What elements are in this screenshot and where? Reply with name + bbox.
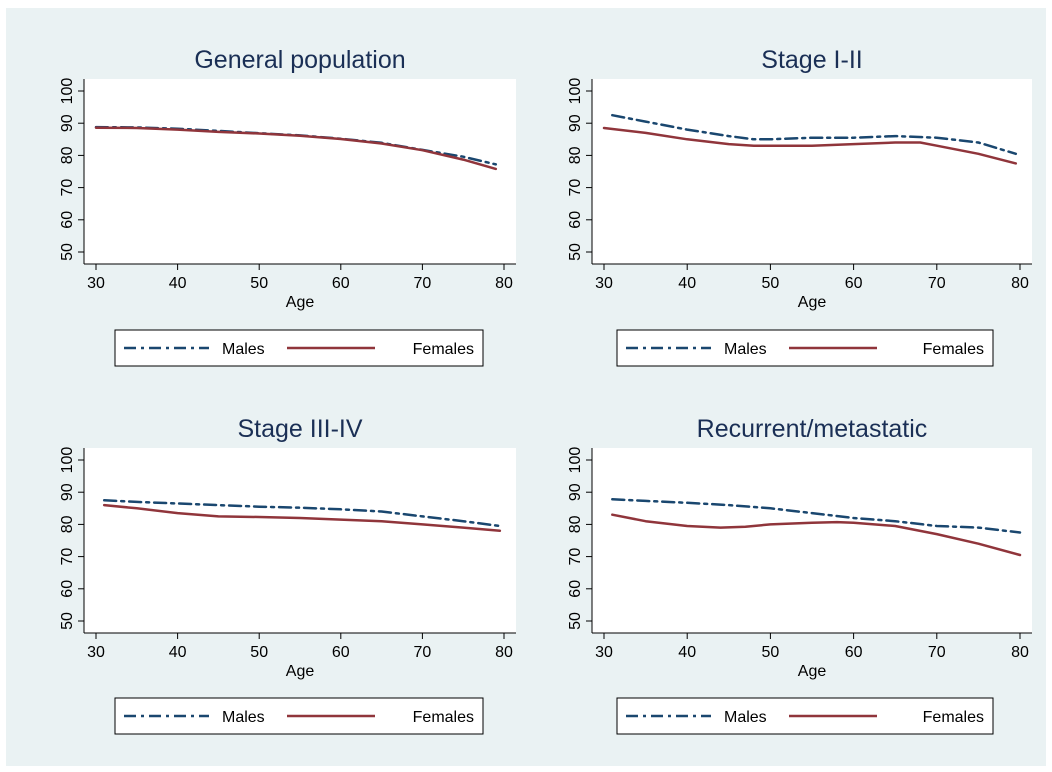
- y-tick-label: 100: [59, 447, 76, 474]
- y-tick-label: 100: [59, 78, 76, 105]
- legend: Males Females: [616, 329, 994, 367]
- x-tick-label: 80: [495, 644, 513, 661]
- x-tick-label: 80: [495, 275, 513, 292]
- x-tick-label: 60: [845, 275, 863, 292]
- series-line-males: [102, 499, 502, 528]
- y-tick-label: 50: [59, 243, 76, 261]
- y-tick-label: 60: [567, 580, 584, 598]
- legend-label-males: Males: [724, 341, 767, 358]
- x-tick-label: 60: [332, 644, 350, 661]
- legend-label-females: Females: [413, 341, 474, 358]
- series-line-females: [602, 126, 1018, 165]
- series-line-females: [94, 126, 498, 171]
- panels: General population 50 60 70 80 90 100 30 40 50 60 7…: [59, 46, 1032, 735]
- y-tick-label: 60: [59, 580, 76, 598]
- x-tick-label: 40: [169, 275, 187, 292]
- x-tick-label: 70: [928, 644, 946, 661]
- x-tick-label: 80: [1011, 644, 1029, 661]
- y-tick-label: 80: [567, 515, 584, 533]
- legend: Males Females: [616, 697, 994, 735]
- y-tick-label: 80: [59, 146, 76, 164]
- y-tick-label: 70: [567, 548, 584, 566]
- y-tick-label: 50: [59, 612, 76, 630]
- x-tick-label: 30: [87, 644, 105, 661]
- x-tick-label: 30: [595, 644, 613, 661]
- y-tick-label: 60: [567, 211, 584, 229]
- y-tick-label: 80: [567, 146, 584, 164]
- plot-area: [592, 448, 1032, 633]
- y-tick-label: 70: [59, 179, 76, 197]
- x-tick-label: 50: [762, 275, 780, 292]
- y-tick-label: 70: [567, 179, 584, 197]
- x-axis-label: Age: [798, 663, 827, 680]
- legend: Males Females: [114, 329, 484, 367]
- x-tick-label: 50: [250, 275, 268, 292]
- y-tick-label: 80: [59, 515, 76, 533]
- plot-area: [84, 79, 516, 264]
- series-line-females: [102, 503, 502, 533]
- x-tick-label: 70: [928, 275, 946, 292]
- chart-panel-3: Stage III-IV 50 60 70 80 90 100 30 40 50 60 70 80 Age…: [59, 415, 516, 735]
- y-tick-label: 90: [567, 483, 584, 501]
- x-tick-label: 40: [678, 644, 696, 661]
- legend-label-males: Males: [222, 709, 265, 726]
- x-axis-label: Age: [286, 663, 315, 680]
- legend-label-females: Females: [923, 709, 984, 726]
- chart-title: Recurrent/metastatic: [697, 415, 928, 443]
- x-axis-label: Age: [798, 294, 827, 311]
- legend-label-males: Males: [724, 709, 767, 726]
- legend: Males Females: [114, 697, 484, 735]
- y-tick-label: 90: [59, 483, 76, 501]
- x-tick-label: 70: [414, 644, 432, 661]
- y-tick-label: 60: [59, 211, 76, 229]
- series-line-females: [611, 513, 1022, 557]
- y-tick-label: 90: [567, 114, 584, 132]
- x-tick-label: 40: [169, 644, 187, 661]
- chart-panel-1: General population 50 60 70 80 90 100 30 40 50 60 7…: [59, 46, 516, 367]
- legend-label-males: Males: [222, 341, 265, 358]
- chart-title: Stage III-IV: [237, 415, 362, 443]
- x-tick-label: 80: [1011, 275, 1029, 292]
- chart-title: Stage I-II: [761, 46, 862, 74]
- x-axis-label: Age: [286, 294, 315, 311]
- y-tick-label: 50: [567, 612, 584, 630]
- x-tick-label: 30: [595, 275, 613, 292]
- plot-area: [84, 448, 516, 633]
- y-tick-label: 90: [59, 114, 76, 132]
- y-tick-label: 100: [567, 447, 584, 474]
- y-tick-label: 50: [567, 243, 584, 261]
- x-tick-label: 40: [678, 275, 696, 292]
- x-tick-label: 60: [845, 644, 863, 661]
- y-tick-label: 70: [59, 548, 76, 566]
- chart-panel-2: Stage I-II 50 60 70 80 90 100 30 40 50 60 70 80 Age Ma…: [567, 46, 1032, 367]
- x-tick-label: 70: [414, 275, 432, 292]
- y-tick-label: 100: [567, 78, 584, 105]
- chart-panel-4: Recurrent/metastatic 50 60 70 80 90 100 30 40 50 6…: [567, 415, 1032, 735]
- x-tick-label: 60: [332, 275, 350, 292]
- series-line-males: [611, 113, 1018, 156]
- x-tick-label: 50: [762, 644, 780, 661]
- plot-area: [592, 79, 1032, 264]
- legend-label-females: Females: [413, 709, 474, 726]
- x-tick-label: 50: [250, 644, 268, 661]
- x-tick-label: 30: [87, 275, 105, 292]
- series-line-males: [611, 498, 1022, 534]
- chart-title: General population: [194, 46, 405, 74]
- legend-label-females: Females: [923, 341, 984, 358]
